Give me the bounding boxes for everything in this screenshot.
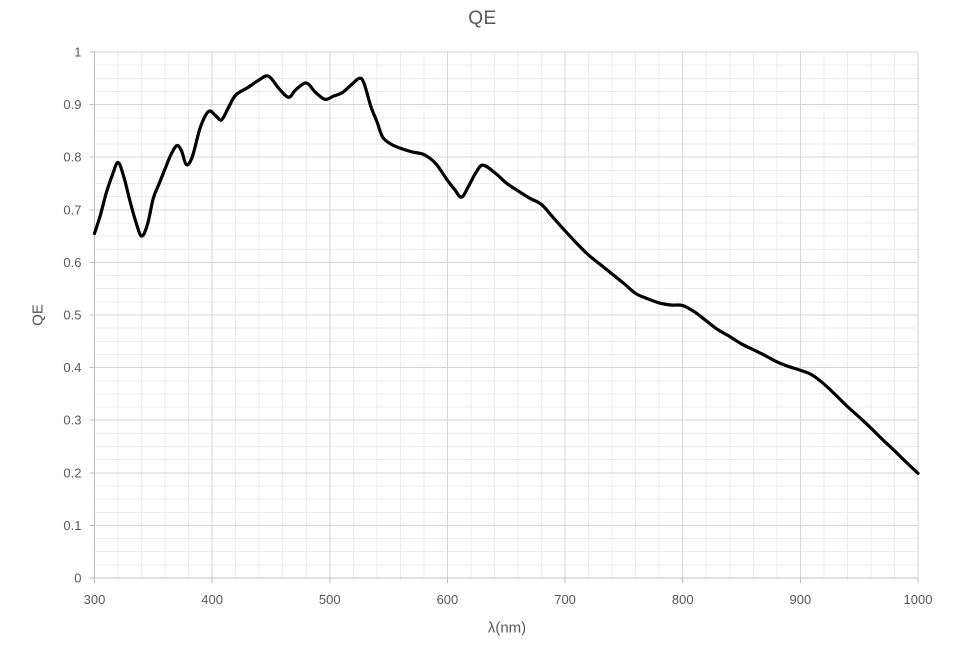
- y-tick-label: 0.8: [63, 150, 81, 165]
- x-tick-label: 300: [84, 592, 106, 607]
- chart-title: QE: [468, 8, 497, 29]
- y-tick-label: 1: [74, 45, 81, 60]
- x-tick-label: 900: [790, 592, 812, 607]
- y-tick-label: 0.7: [63, 202, 81, 217]
- y-tick-label: 0.4: [63, 360, 81, 375]
- x-tick-label: 500: [319, 592, 341, 607]
- x-axis-title: λ(nm): [487, 619, 527, 637]
- y-tick-label: 0.5: [63, 308, 81, 323]
- y-tick-label: 0.6: [63, 255, 81, 270]
- x-tick-label: 400: [201, 592, 223, 607]
- x-tick-label: 700: [554, 592, 576, 607]
- x-tick-label: 1000: [904, 592, 933, 607]
- x-tick-label: 600: [437, 592, 459, 607]
- y-tick-label: 0.1: [63, 518, 81, 533]
- y-tick-label: 0.9: [63, 97, 81, 112]
- y-tick-label: 0.3: [63, 413, 81, 428]
- qe-curve: [92, 74, 920, 475]
- y-tick-label: 0.2: [63, 465, 81, 480]
- y-tick-label: 0: [74, 571, 81, 586]
- x-tick-label: 800: [672, 592, 694, 607]
